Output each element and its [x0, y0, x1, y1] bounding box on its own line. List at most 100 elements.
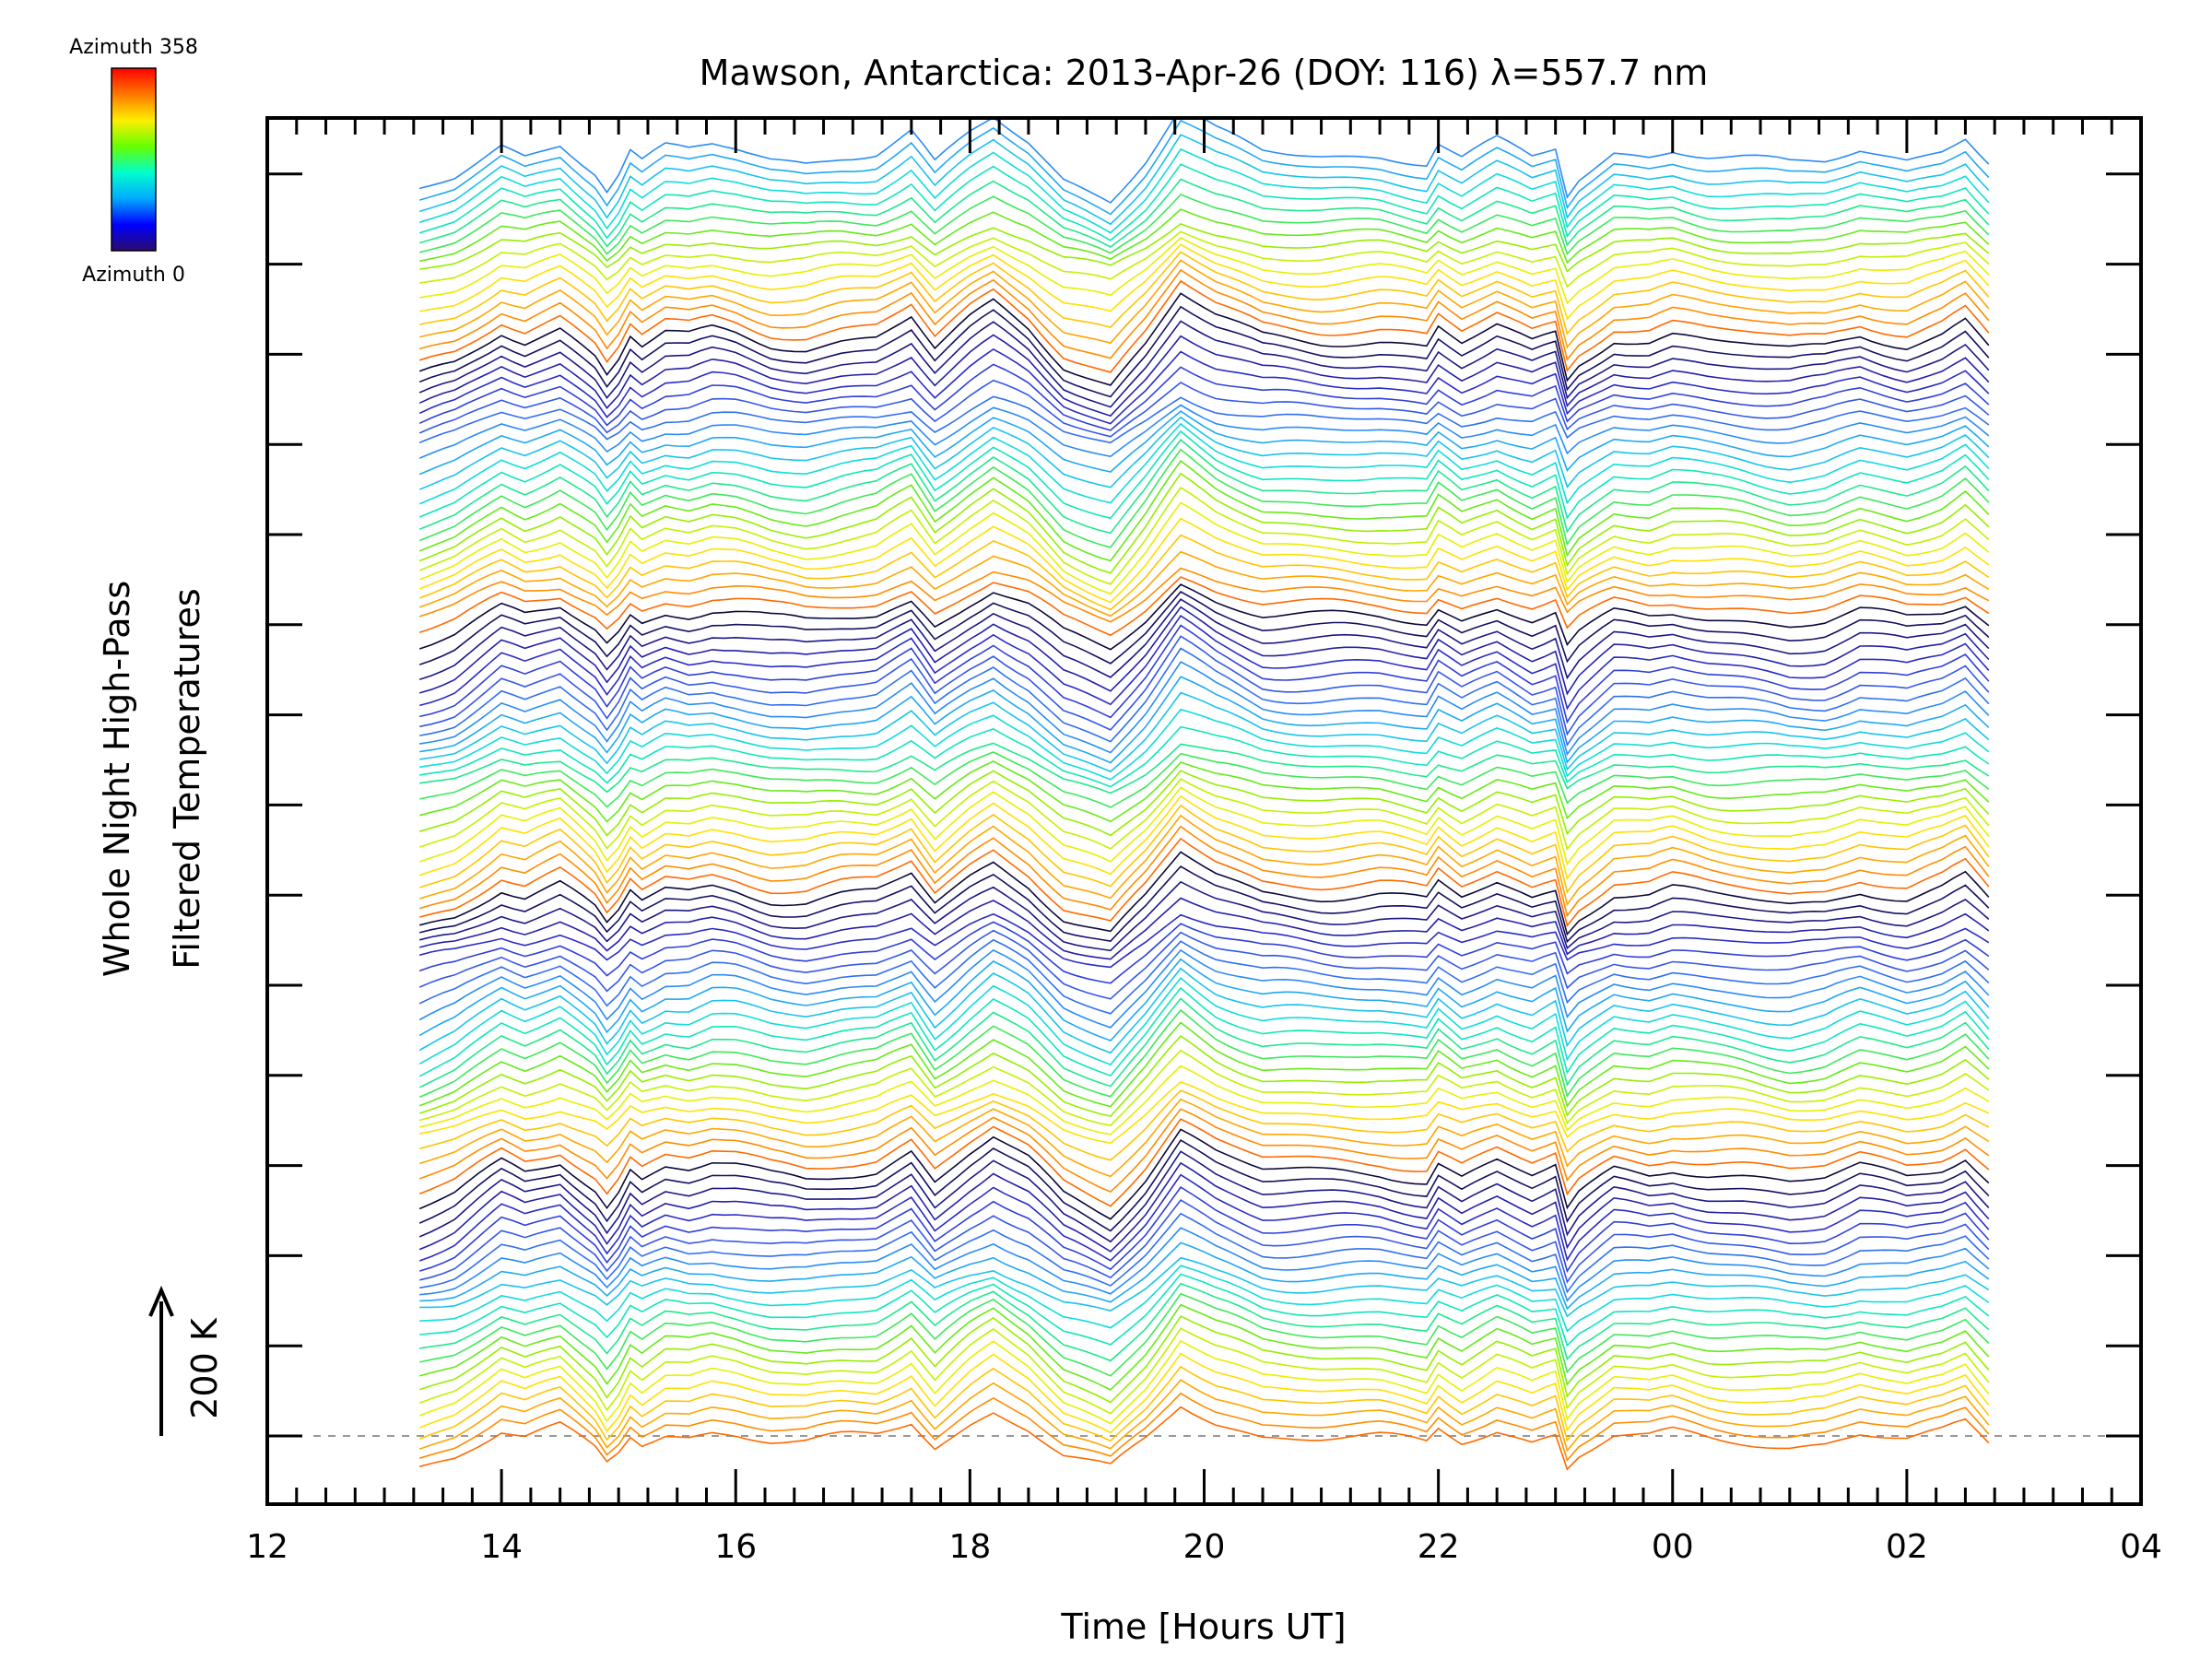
trace-line [418, 404, 1990, 459]
trace-line [418, 439, 1990, 535]
x-tick-label: 02 [1886, 1528, 1928, 1566]
trace-line [418, 938, 1990, 1015]
trace-line [418, 1303, 1990, 1391]
trace-line [418, 268, 1990, 361]
trace-line [418, 778, 1990, 851]
trace-line [418, 1392, 1990, 1462]
trace-line [418, 986, 1990, 1077]
trace-line [419, 237, 1990, 305]
trace-line [418, 929, 1990, 1000]
trace-line [418, 770, 1990, 837]
trace-line [418, 1406, 1990, 1471]
x-tick-label: 12 [246, 1528, 288, 1566]
scale-bar-arrow [148, 1285, 174, 1317]
trace-line [418, 1173, 1990, 1262]
trace-line [418, 615, 1990, 711]
trace-line [418, 912, 1990, 969]
colorbar [111, 67, 157, 252]
y-axis-title-line1: Whole Night High-Pass [97, 581, 137, 977]
trace-line [418, 1108, 1990, 1194]
x-tick-label: 16 [714, 1528, 757, 1566]
trace-line [418, 786, 1990, 866]
trace-line [418, 1379, 1990, 1453]
trace-line [418, 501, 1990, 595]
trace-line [418, 448, 1990, 548]
y-axis-title-line2: Filtered Temperatures [167, 588, 207, 969]
trace-line [419, 1227, 1990, 1302]
trace-line [419, 676, 1990, 764]
x-tick-label: 00 [1652, 1528, 1694, 1566]
trace-line [419, 880, 1990, 952]
scale-bar-label: 200 K [184, 1317, 225, 1419]
trace-line [418, 1035, 1990, 1117]
trace-line [419, 222, 1990, 273]
trace-line [419, 259, 1990, 349]
trace-line [418, 837, 1990, 928]
trace-line [418, 363, 1990, 431]
trace-line [418, 416, 1990, 490]
trace-line [418, 1118, 1990, 1207]
trace-line [418, 598, 1990, 680]
trace-line [418, 958, 1990, 1042]
colorbar-bottom-label: Azimuth 0 [82, 264, 185, 287]
trace-line [418, 517, 1990, 604]
trace-line [419, 1065, 1990, 1135]
x-tick-label: 18 [948, 1528, 991, 1566]
trace-line [418, 1339, 1990, 1425]
trace-line [418, 320, 1990, 408]
trace-line [418, 147, 1990, 234]
x-tick-label: 22 [1418, 1528, 1460, 1566]
trace-group [418, 118, 1990, 1471]
trace-line [419, 635, 1990, 736]
trace-line [419, 708, 1990, 781]
trace-line [419, 742, 1990, 794]
trace-line [419, 251, 1990, 335]
trace-line [418, 472, 1990, 574]
x-axis-title: Time [Hours UT] [1060, 1606, 1346, 1647]
trace-line [418, 760, 1990, 823]
axis-ticks [265, 118, 2143, 1504]
trace-line [419, 624, 1990, 724]
trace-line [419, 208, 1990, 265]
trace-line [418, 534, 1990, 611]
x-tick-label: 20 [1183, 1528, 1226, 1566]
trace-line [418, 550, 1990, 618]
trace-line [418, 590, 1990, 665]
trace-line [418, 1089, 1990, 1161]
trace-line [418, 583, 1990, 651]
trace-line [418, 976, 1990, 1066]
trace-line [419, 751, 1990, 808]
x-axis-tick-labels: 12 14 16 18 20 22 00 02 04 [246, 1528, 2162, 1566]
trace-line [418, 948, 1990, 1029]
colorbar-top-label: Azimuth 358 [69, 36, 198, 59]
trace-line [418, 347, 1990, 425]
trace-line [418, 1021, 1990, 1108]
trace-line [419, 1199, 1990, 1284]
trace-line [419, 1265, 1990, 1333]
trace-line [418, 814, 1990, 907]
trace-line [419, 1256, 1990, 1318]
trace-line [419, 1080, 1990, 1145]
trace-line [419, 243, 1990, 321]
trace-line [418, 422, 1990, 505]
trace-line [419, 865, 1990, 944]
chart-title: Mawson, Antarctica: 2013-Apr-26 (DOY: 11… [700, 53, 1709, 93]
trace-line [418, 851, 1990, 936]
trace-line [419, 230, 1990, 288]
trace-line [418, 429, 1990, 520]
trace-line [418, 825, 1990, 918]
trace-line [418, 1352, 1990, 1434]
x-tick-label: 14 [480, 1528, 523, 1566]
trace-line [418, 967, 1990, 1054]
trace-line [418, 334, 1990, 418]
trace-line [418, 1365, 1990, 1442]
trace-line [418, 279, 1990, 373]
trace-line [419, 1273, 1990, 1347]
trace-line [418, 163, 1990, 241]
trace-line [419, 725, 1990, 788]
trace-line [418, 410, 1990, 476]
trace-line [418, 305, 1990, 398]
trace-line [418, 576, 1990, 637]
trace-line [418, 459, 1990, 562]
